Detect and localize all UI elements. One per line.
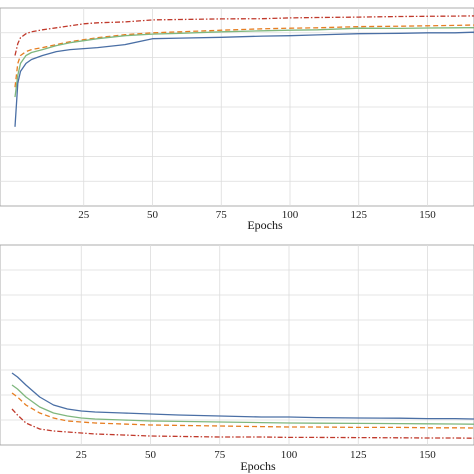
series-line <box>14 31 474 127</box>
x-tick-label: 100 <box>281 449 298 461</box>
series-line <box>14 26 474 98</box>
bottom-grid <box>0 245 474 445</box>
x-tick-label: 100 <box>282 209 299 221</box>
bottom-series-group <box>11 372 474 439</box>
series-line <box>14 15 474 56</box>
series-line <box>11 384 474 425</box>
series-line <box>11 372 474 420</box>
series-line <box>11 392 474 429</box>
x-tick-label: 75 <box>216 209 228 221</box>
x-tick-label: 125 <box>351 209 368 221</box>
top-x-ticks: 255075100125150175 <box>78 209 436 221</box>
x-tick-label: 25 <box>78 209 90 221</box>
x-tick-label: 150 <box>419 449 436 461</box>
bottom-x-ticks: 255075100125150175 <box>76 449 437 461</box>
x-tick-label: 125 <box>350 449 367 461</box>
x-tick-label: 25 <box>76 449 88 461</box>
x-tick-label: 50 <box>147 209 159 221</box>
series-line <box>14 24 474 88</box>
x-tick-label: 150 <box>419 209 436 221</box>
top-chart-panel: 255075100125150175 Epochs <box>0 7 474 232</box>
top-series-group <box>14 15 474 127</box>
bottom-x-axis-label: Epochs <box>240 459 276 473</box>
bottom-chart-panel: 255075100125150175 Epochs <box>0 244 474 473</box>
series-line <box>11 408 474 439</box>
top-x-axis-label: Epochs <box>247 218 283 232</box>
x-tick-label: 50 <box>145 449 157 461</box>
x-tick-label: 75 <box>214 449 226 461</box>
